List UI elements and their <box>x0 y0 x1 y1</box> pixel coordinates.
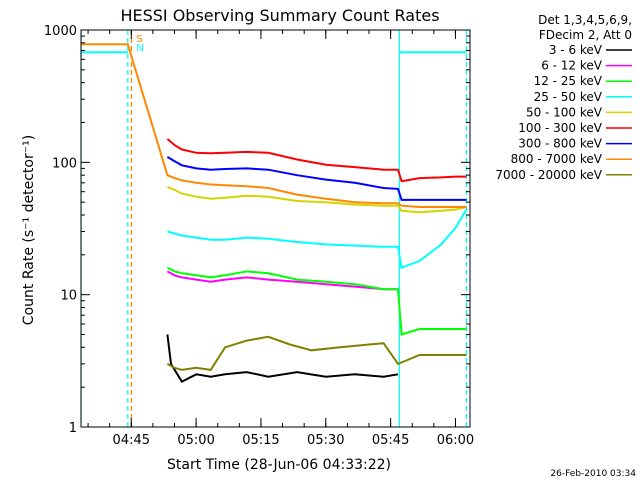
series-line <box>166 156 467 201</box>
series-line <box>166 138 467 183</box>
series-line <box>166 270 398 291</box>
x-tick-label: 05:45 <box>372 433 409 448</box>
flag-marker-label: N <box>136 43 143 54</box>
x-tick-label: 04:45 <box>113 433 150 448</box>
series-line <box>166 266 467 336</box>
legend-entry-label: 6 - 12 keV <box>541 59 603 73</box>
chart-title: HESSI Observing Summary Count Rates <box>120 6 439 25</box>
footer-timestamp: 26-Feb-2010 03:34 <box>550 469 636 479</box>
legend-entry-label: 25 - 50 keV <box>534 90 603 104</box>
y-tick-label: 1 <box>69 421 77 436</box>
x-tick-label: 05:15 <box>242 433 279 448</box>
x-axis-label: Start Time (28-Jun-06 04:33:22) <box>167 457 391 473</box>
x-tick-label: 05:30 <box>307 433 344 448</box>
y-axis-label: Count Rate (s⁻¹ detector⁻¹) <box>21 135 37 325</box>
series-line <box>166 334 399 384</box>
series-line <box>167 186 467 214</box>
legend-entry-label: 3 - 6 keV <box>549 43 603 57</box>
series-line <box>81 43 467 208</box>
flag-marker-label: S <box>136 34 142 45</box>
legend-entry-label: 50 - 100 keV <box>526 105 603 119</box>
y-tick-label: 100 <box>52 156 77 171</box>
plot-frame <box>80 29 471 428</box>
x-tick-label: 05:00 <box>177 433 214 448</box>
legend-entry-label: 12 - 25 keV <box>534 74 603 88</box>
legend-entry-label: 300 - 800 keV <box>518 137 602 151</box>
series-line <box>167 208 468 270</box>
legend-entry-label: 800 - 7000 keV <box>511 152 603 166</box>
legend-title-line-1: Det 1,3,4,5,6,9, <box>538 13 632 27</box>
legend: Det 1,3,4,5,6,9, FDecim 2, Att 0 <box>538 13 632 42</box>
y-tick-label: 1000 <box>44 24 77 39</box>
series-line <box>166 335 467 371</box>
y-tick-label: 10 <box>60 289 77 304</box>
legend-title-line-2: FDecim 2, Att 0 <box>539 28 632 42</box>
legend-entry-label: 7000 - 20000 keV <box>495 168 602 182</box>
legend-entry-label: 100 - 300 keV <box>518 121 602 135</box>
x-tick-label: 06:00 <box>437 433 474 448</box>
